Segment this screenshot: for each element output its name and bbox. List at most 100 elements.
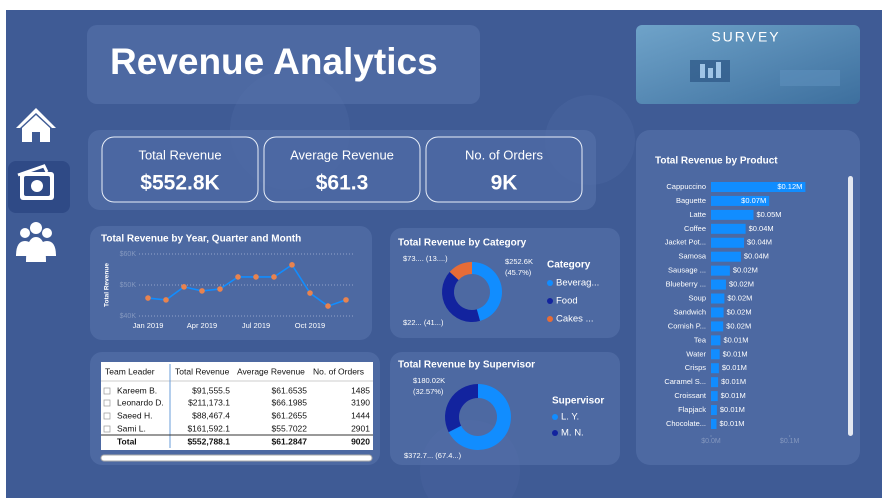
- money-icon: [17, 164, 49, 177]
- y-tick-label: Water: [686, 349, 706, 358]
- nav-home[interactable]: [16, 108, 56, 142]
- bar: [711, 349, 720, 360]
- banner-image: [716, 62, 721, 78]
- title-panel: [87, 25, 480, 104]
- y-tick-label: Baguette: [676, 196, 706, 205]
- chart-title: Total Revenue by Supervisor: [398, 360, 535, 371]
- nav-revenue[interactable]: [17, 164, 54, 200]
- y-tick-label: Tea: [694, 335, 707, 344]
- kpi-value: $61.3: [316, 172, 369, 195]
- legend-label: M. N.: [561, 428, 584, 439]
- page-title: Revenue Analytics: [110, 41, 438, 82]
- y-tick-label: Samosa: [678, 252, 706, 261]
- bar: [711, 237, 745, 248]
- banner-image: [780, 70, 840, 86]
- table-cell: $61.2655: [272, 410, 308, 420]
- product-panel: [636, 130, 860, 465]
- legend-title: Supervisor: [552, 396, 604, 407]
- data-label: $0.01M: [722, 363, 747, 372]
- category-panel: [390, 228, 620, 338]
- bar: [711, 377, 719, 388]
- table-cell: $91,555.5: [192, 385, 230, 395]
- data-label: $0.01M: [723, 335, 748, 344]
- data-label: $0.02M: [726, 321, 751, 330]
- legend-swatch: [547, 298, 553, 304]
- home-icon: [16, 108, 56, 128]
- y-tick-label: Latte: [689, 210, 706, 219]
- data-label: $0.04M: [744, 252, 769, 261]
- y-tick-label: Crisps: [685, 363, 707, 372]
- y-tick-label: Sausage ...: [668, 266, 706, 275]
- kpi-label: Average Revenue: [290, 147, 394, 162]
- marker: [145, 295, 151, 301]
- bar: [711, 321, 724, 332]
- y-tick-label: Blueberry ...: [666, 280, 706, 289]
- data-label: $0.02M: [727, 307, 752, 316]
- table-total: $61.2847: [272, 436, 308, 446]
- bar: [711, 223, 746, 234]
- data-label: $0.01M: [720, 419, 745, 428]
- table-total: 9020: [351, 436, 370, 446]
- table-cell: $61.6535: [272, 385, 308, 395]
- y-tick-label: Soup: [688, 294, 706, 303]
- table-scrollbar[interactable]: [100, 454, 373, 462]
- bar: [711, 307, 724, 318]
- table-total: Total: [117, 436, 137, 446]
- table-cell: Kareem B.: [117, 385, 157, 395]
- top-strip: [0, 0, 888, 10]
- team-icon: [30, 222, 42, 234]
- marker: [235, 274, 241, 280]
- expand-icon: [103, 412, 111, 420]
- x-tick-label: Oct 2019: [295, 321, 325, 330]
- bar: [711, 335, 721, 346]
- kpi-card: [425, 136, 583, 203]
- banner-image: [700, 64, 705, 78]
- chart-title: Total Revenue by Category: [398, 238, 527, 249]
- bar: [711, 293, 725, 304]
- y-tick-label: $40K: [120, 313, 137, 320]
- team-icon: [42, 228, 52, 238]
- y-tick-label: Jacket Pot...: [665, 238, 706, 247]
- y-tick-label: Chocolate...: [666, 419, 706, 428]
- product-scrollbar[interactable]: [848, 176, 853, 436]
- data-label: $0.04M: [749, 224, 774, 233]
- data-label: $0.04M: [747, 238, 772, 247]
- donut-slice: [445, 384, 478, 433]
- donut-slice: [449, 262, 472, 280]
- marker: [181, 284, 187, 290]
- axis-title: Total Revenue: [104, 263, 111, 307]
- data-label: $22... (41...): [403, 318, 444, 327]
- x-tick-label: Jul 2019: [242, 321, 270, 330]
- y-tick-label: Cornish P...: [668, 321, 706, 330]
- y-tick-label: Caramel S...: [664, 377, 706, 386]
- table-cell: $211,173.1: [188, 397, 230, 407]
- kpi-label: Total Revenue: [138, 147, 221, 162]
- data-label: $372.7... (67.4...): [404, 451, 462, 460]
- kpi-card: [263, 136, 421, 203]
- table-total: $552,788.1: [187, 436, 230, 446]
- bar: [711, 182, 806, 192]
- table-cell: Saeed H.: [117, 410, 152, 420]
- team-icon: [20, 228, 30, 238]
- table-cell: Leonardo D.: [117, 397, 164, 407]
- nav-team[interactable]: [16, 222, 56, 262]
- legend-swatch: [547, 280, 553, 286]
- data-label: $252.6K (45.7%): [505, 257, 533, 277]
- table-header: Team Leader: [105, 366, 155, 376]
- survey-banner: SURVEY: [636, 25, 860, 104]
- y-tick-label: $50K: [120, 282, 137, 289]
- data-label: $0.12M: [777, 182, 802, 191]
- marker: [253, 274, 259, 280]
- table-header: Total Revenue: [175, 366, 230, 376]
- data-label: $0.05M: [756, 210, 781, 219]
- bar: [711, 363, 719, 374]
- chart-title: Total Revenue by Year, Quarter and Month: [101, 234, 301, 245]
- line: [147, 263, 347, 307]
- kpi-value: $552.8K: [140, 172, 219, 195]
- donut-slice: [448, 384, 512, 451]
- legend-swatch: [552, 414, 558, 420]
- bar: [711, 209, 754, 220]
- marker: [325, 303, 331, 309]
- expand-icon: [103, 387, 111, 395]
